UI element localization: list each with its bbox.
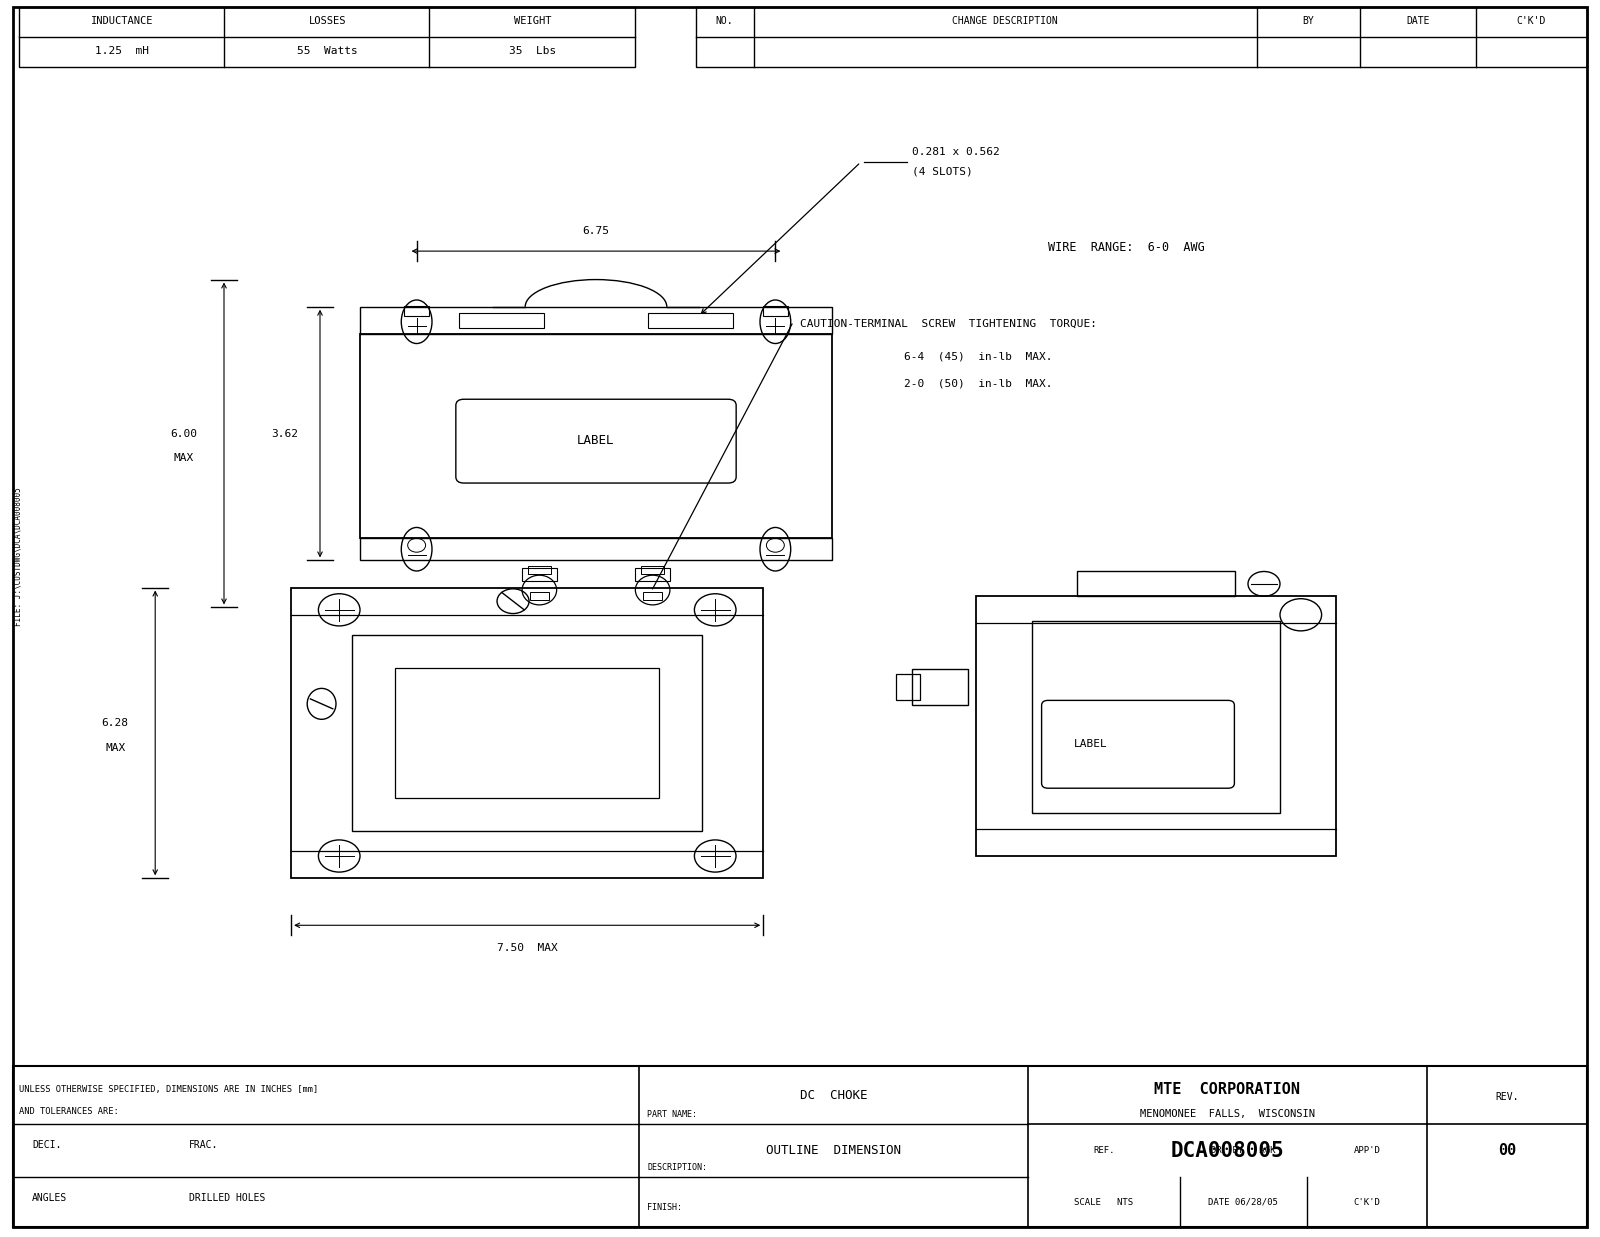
Text: UNLESS OTHERWISE SPECIFIED, DIMENSIONS ARE IN INCHES [mm]: UNLESS OTHERWISE SPECIFIED, DIMENSIONS A… <box>19 1085 318 1094</box>
Text: FINISH:: FINISH: <box>648 1204 683 1212</box>
Bar <box>976 596 1336 856</box>
Bar <box>763 306 789 315</box>
Text: 55  Watts: 55 Watts <box>298 46 357 56</box>
Text: C'K'D: C'K'D <box>1354 1197 1381 1206</box>
Bar <box>1077 571 1235 596</box>
Text: NO.: NO. <box>715 16 733 26</box>
Bar <box>648 313 733 328</box>
Text: REF.: REF. <box>1093 1147 1115 1155</box>
Text: WIRE  RANGE:  6-0  AWG: WIRE RANGE: 6-0 AWG <box>1048 241 1205 254</box>
Text: DRILLED HOLES: DRILLED HOLES <box>189 1194 266 1204</box>
Text: C'K'D: C'K'D <box>1517 16 1546 26</box>
Bar <box>352 635 702 831</box>
Bar <box>696 7 1587 67</box>
Text: DESCRIPTION:: DESCRIPTION: <box>648 1163 707 1171</box>
Text: MTE  CORPORATION: MTE CORPORATION <box>1155 1081 1301 1096</box>
Text: AND TOLERANCES ARE:: AND TOLERANCES ARE: <box>19 1107 118 1116</box>
Text: FILE: J:\CUSTDWG\DCA\DCA008005: FILE: J:\CUSTDWG\DCA\DCA008005 <box>13 487 22 626</box>
Text: 6.28: 6.28 <box>102 717 128 729</box>
Text: DECI.: DECI. <box>32 1139 61 1149</box>
Text: SCALE   NTS: SCALE NTS <box>1075 1197 1133 1206</box>
Bar <box>530 591 549 600</box>
Text: LABEL: LABEL <box>1074 740 1109 750</box>
Text: 1.25  mH: 1.25 mH <box>94 46 149 56</box>
Bar <box>643 591 662 600</box>
Bar <box>912 669 968 705</box>
Text: CAUTION-TERMINAL  SCREW  TIGHTENING  TORQUE:: CAUTION-TERMINAL SCREW TIGHTENING TORQUE… <box>800 319 1098 329</box>
Bar <box>1032 621 1280 813</box>
Text: 0.281 x 0.562: 0.281 x 0.562 <box>912 147 1000 157</box>
Text: DR  BY   AGK: DR BY AGK <box>1211 1147 1275 1155</box>
Text: CHANGE DESCRIPTION: CHANGE DESCRIPTION <box>952 16 1058 26</box>
Bar <box>635 568 670 581</box>
Text: DCA008005: DCA008005 <box>1171 1141 1285 1160</box>
Bar <box>19 7 635 67</box>
Text: 00: 00 <box>1498 1143 1517 1158</box>
Text: APP'D: APP'D <box>1354 1147 1381 1155</box>
Text: LOSSES: LOSSES <box>309 16 346 26</box>
Bar <box>459 313 544 328</box>
Text: BY: BY <box>1302 16 1314 26</box>
Bar <box>360 334 832 538</box>
Text: 6-4  (45)  in-lb  MAX.: 6-4 (45) in-lb MAX. <box>904 351 1053 361</box>
Bar <box>642 567 664 574</box>
Text: (4 SLOTS): (4 SLOTS) <box>912 167 973 177</box>
Text: REV.: REV. <box>1494 1092 1518 1102</box>
Bar <box>395 668 659 798</box>
Text: DATE 06/28/05: DATE 06/28/05 <box>1208 1197 1278 1206</box>
Bar <box>522 568 557 581</box>
Text: FRAC.: FRAC. <box>189 1139 218 1149</box>
Text: MENOMONEE  FALLS,  WISCONSIN: MENOMONEE FALLS, WISCONSIN <box>1139 1108 1315 1118</box>
Text: PART NAME:: PART NAME: <box>648 1110 698 1118</box>
Bar <box>13 1066 1587 1227</box>
Text: 35  Lbs: 35 Lbs <box>509 46 555 56</box>
Text: INDUCTANCE: INDUCTANCE <box>91 16 154 26</box>
Bar <box>360 538 832 560</box>
Bar <box>291 588 763 878</box>
Bar <box>403 306 429 315</box>
Text: MAX: MAX <box>174 453 194 464</box>
Text: WEIGHT: WEIGHT <box>514 16 550 26</box>
Text: 7.50  MAX: 7.50 MAX <box>498 943 557 952</box>
Text: ANGLES: ANGLES <box>32 1194 67 1204</box>
Text: DC  CHOKE: DC CHOKE <box>800 1089 867 1102</box>
Text: OUTLINE  DIMENSION: OUTLINE DIMENSION <box>766 1144 901 1158</box>
Text: 2-0  (50)  in-lb  MAX.: 2-0 (50) in-lb MAX. <box>904 379 1053 388</box>
Text: 6.00: 6.00 <box>171 428 197 439</box>
Text: LABEL: LABEL <box>578 434 614 447</box>
Text: 3.62: 3.62 <box>272 428 298 439</box>
Text: DATE: DATE <box>1406 16 1430 26</box>
Bar <box>360 307 832 334</box>
Text: MAX: MAX <box>106 742 125 753</box>
Bar <box>896 674 920 700</box>
Text: 6.75: 6.75 <box>582 226 610 236</box>
Bar <box>528 567 550 574</box>
